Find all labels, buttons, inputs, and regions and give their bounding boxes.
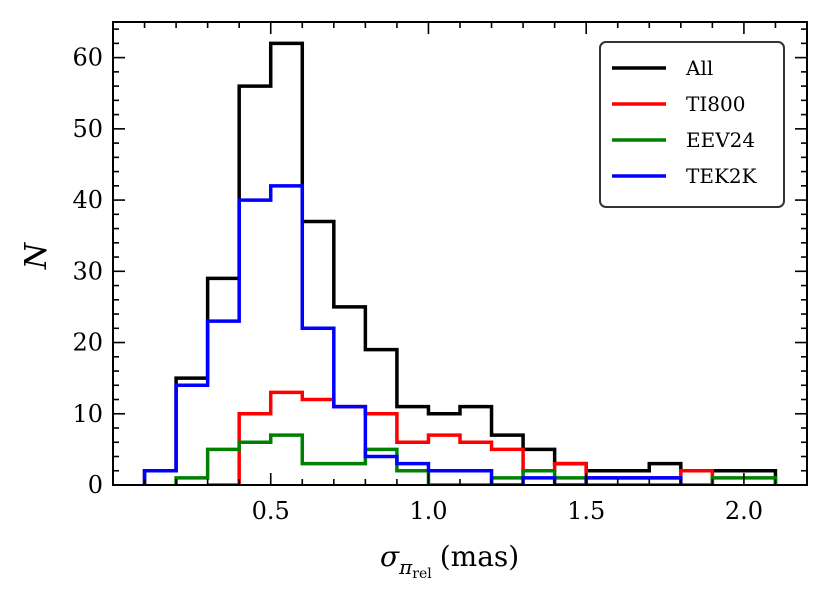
x-tick-label: 1.5 [567,497,605,525]
legend-box [599,41,785,208]
legend-label-tek2k: TEK2K [686,164,758,188]
legend-label-all: All [685,56,713,80]
x-tick-label: 0.5 [252,497,290,525]
series-layer [142,41,778,485]
y-tick-label: 40 [72,186,103,214]
y-tick-label: 0 [88,471,103,499]
x-axis-symbol: σ [380,540,400,573]
legend-label-ti800: TI800 [686,92,745,116]
x-axis-unit: (mas) [440,540,519,573]
y-tick-label: 30 [72,257,103,285]
x-axis-subscript: π [398,555,413,579]
histogram-series-eev24 [174,433,778,485]
legend-label-eev24: EEV24 [686,128,755,152]
histogram-series-tek2k [142,184,683,485]
x-tick-label: 2.0 [725,497,763,525]
y-tick-label: 10 [72,400,103,428]
y-tick-label: 50 [72,115,103,143]
y-tick-label: 20 [72,329,103,357]
tick-labels: 0.5 1.0 1.5 2.0 0 10 20 30 40 50 60 [72,44,763,525]
x-axis-subsubscript: rel [412,566,432,582]
legend: All TI800 EEV24 TEK2K [599,41,785,208]
plot-frame [112,21,808,486]
y-tick-label: 60 [72,44,103,72]
x-tick-label: 1.0 [409,497,447,525]
x-axis-label: σπrel (mas) [380,540,519,582]
y-axis-label: N [19,241,54,270]
